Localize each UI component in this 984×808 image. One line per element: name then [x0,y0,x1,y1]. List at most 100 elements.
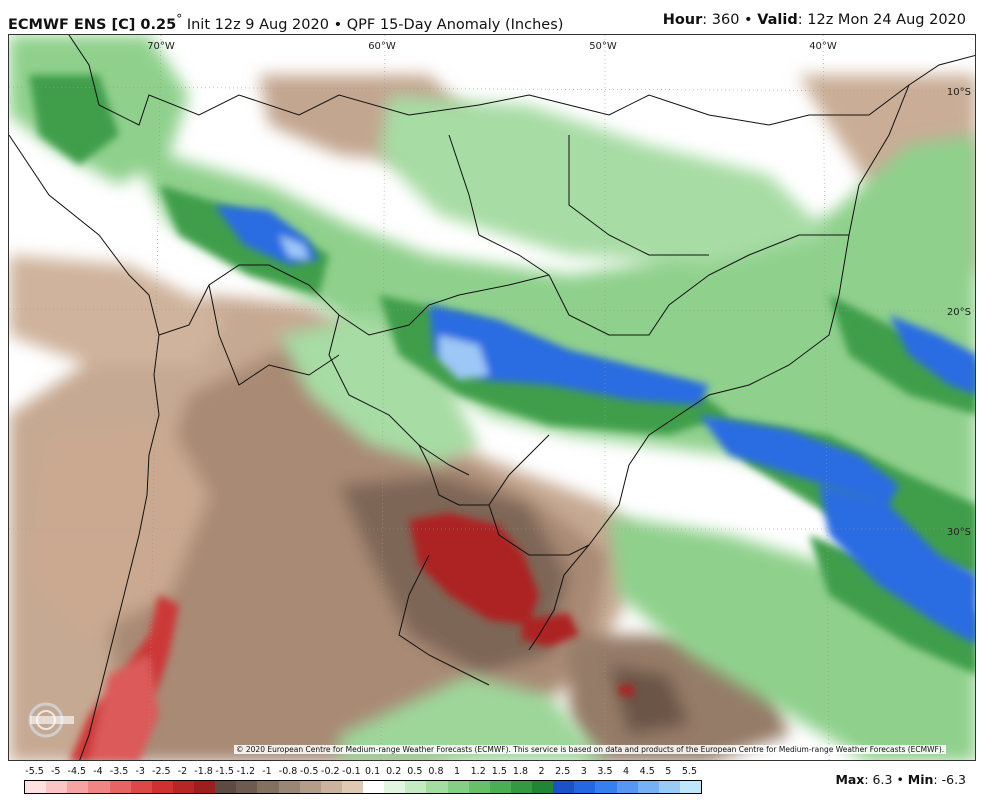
colorbar-swatch [320,781,342,793]
colorbar-label: -0.2 [321,766,340,777]
init-time: Init 12z 9 Aug 2020 [186,16,329,33]
colorbar-swatch [88,781,110,793]
colorbar-swatch [637,781,659,793]
colorbar-label: -0.5 [299,766,319,777]
colorbar-swatch [532,781,554,793]
colorbar: -5.5 -5 -4.5 -4 -3.5 -3 -2.5 -2 -1.8 -1.5 -1.2 -1 -0… [24,766,704,802]
weatherbell-logo [24,700,76,740]
colorbar-label: 5.5 [681,766,697,777]
colorbar-swatch [679,781,701,793]
colorbar-swatch [257,781,279,793]
colorbar-labels: -5.5 -5 -4.5 -4 -3.5 -3 -2.5 -2 -1.8 -1.5 -1.2 -1 -0… [24,766,704,780]
colorbar-swatch [510,781,532,793]
colorbar-label: -0.1 [342,766,361,777]
logo-icon [28,702,74,738]
colorbar-swatch [616,781,638,793]
colorbar-label: 5 [665,766,672,777]
max-value: : 6.3 [864,772,893,787]
model-name: ECMWF ENS [C] 0.25 [8,16,177,33]
max-label: Max [835,772,865,787]
borders [9,35,975,760]
colorbar-label: 3.5 [597,766,613,777]
min-label: Min [907,772,934,787]
colorbar-label: 0.8 [428,766,444,777]
colorbar-label: -1.8 [194,766,213,777]
title-separator: • [333,16,343,33]
colorbar-swatch [341,781,363,793]
map-title: ECMWF ENS [C] 0.25° Init 12z 9 Aug 2020 … [8,12,563,33]
lat-label-10s: 10°S [947,87,971,98]
colorbar-swatch [384,781,406,793]
colorbar-swatch [426,781,448,793]
colorbar-swatch [194,781,216,793]
colorbar-label: -5.5 [25,766,44,777]
valid-separator: • [744,12,753,28]
colorbar-label: -2.5 [152,766,171,777]
colorbar-label: -5 [50,766,61,777]
colorbar-swatch [447,781,469,793]
colorbar-label: 1.2 [470,766,486,777]
hour-label: Hour [662,12,703,28]
copyright-notice: © 2020 European Centre for Medium-range … [234,745,947,754]
graticule [9,35,975,760]
colorbar-label: -0.8 [278,766,298,777]
strong-dry-field [69,513,634,760]
colorbar-swatch [299,781,321,793]
valid-value: : 12z Mon 24 Aug 2020 [797,12,966,28]
colorbar-label: 4.5 [639,766,655,777]
max-min-stats: Max: 6.3 • Min: -6.3 [835,772,966,787]
colorbar-label: 1.8 [512,766,528,777]
product-name: QPF 15-Day Anomaly (Inches) [346,16,564,33]
stats-separator: • [896,772,904,787]
colorbar-swatch [67,781,89,793]
colorbar-label: 0.2 [386,766,402,777]
colorbar-label: -4.5 [67,766,87,777]
colorbar-label: 1 [454,766,461,777]
colorbar-label: 4 [623,766,630,777]
colorbar-swatch [109,781,131,793]
colorbar-swatch [553,781,575,793]
colorbar-label: -2 [177,766,188,777]
colorbar-label: 2.5 [555,766,571,777]
colorbar-swatch [25,781,47,793]
colorbar-label: -3 [135,766,145,777]
colorbar-label: 2 [538,766,545,777]
forecast-map[interactable]: 70°W 60°W 50°W 40°W 10°S 20°S 30°S [8,34,976,761]
colorbar-swatches [24,780,702,794]
colorbar-swatch [236,781,258,793]
colorbar-label: 0.5 [407,766,423,777]
colorbar-swatch [405,781,427,793]
colorbar-swatch [215,781,237,793]
lon-label-60w: 60°W [368,41,396,52]
colorbar-swatch [595,781,617,793]
colorbar-label: -3.5 [109,766,129,777]
colorbar-label: -1 [262,766,272,777]
lat-label-20s: 20°S [947,307,971,318]
lat-label-30s: 30°S [947,527,971,538]
colorbar-swatch [278,781,300,793]
colorbar-swatch [658,781,680,793]
min-value: : -6.3 [933,772,966,787]
colorbar-swatch [130,781,152,793]
valid-info: Hour: 360 • Valid: 12z Mon 24 Aug 2020 [663,12,966,28]
hour-value: : 360 [702,12,740,28]
colorbar-label: 0.1 [365,766,381,777]
colorbar-label: -1.5 [215,766,234,777]
colorbar-swatch [489,781,511,793]
valid-label: Valid [757,12,798,28]
colorbar-label: 1.5 [491,766,507,777]
lon-label-50w: 50°W [589,41,617,52]
map-canvas: 70°W 60°W 50°W 40°W 10°S 20°S 30°S [9,35,975,760]
lon-label-70w: 70°W [147,41,175,52]
colorbar-swatch [468,781,490,793]
colorbar-swatch [172,781,194,793]
heavy-precip-field [214,205,975,644]
colorbar-swatch [151,781,173,793]
lon-label-40w: 40°W [809,41,837,52]
colorbar-label: 3 [580,766,587,777]
colorbar-label: -4 [93,766,103,777]
colorbar-swatch [574,781,596,793]
degree-mark: ° [176,12,183,26]
colorbar-swatch [46,781,68,793]
colorbar-swatch [363,781,385,793]
